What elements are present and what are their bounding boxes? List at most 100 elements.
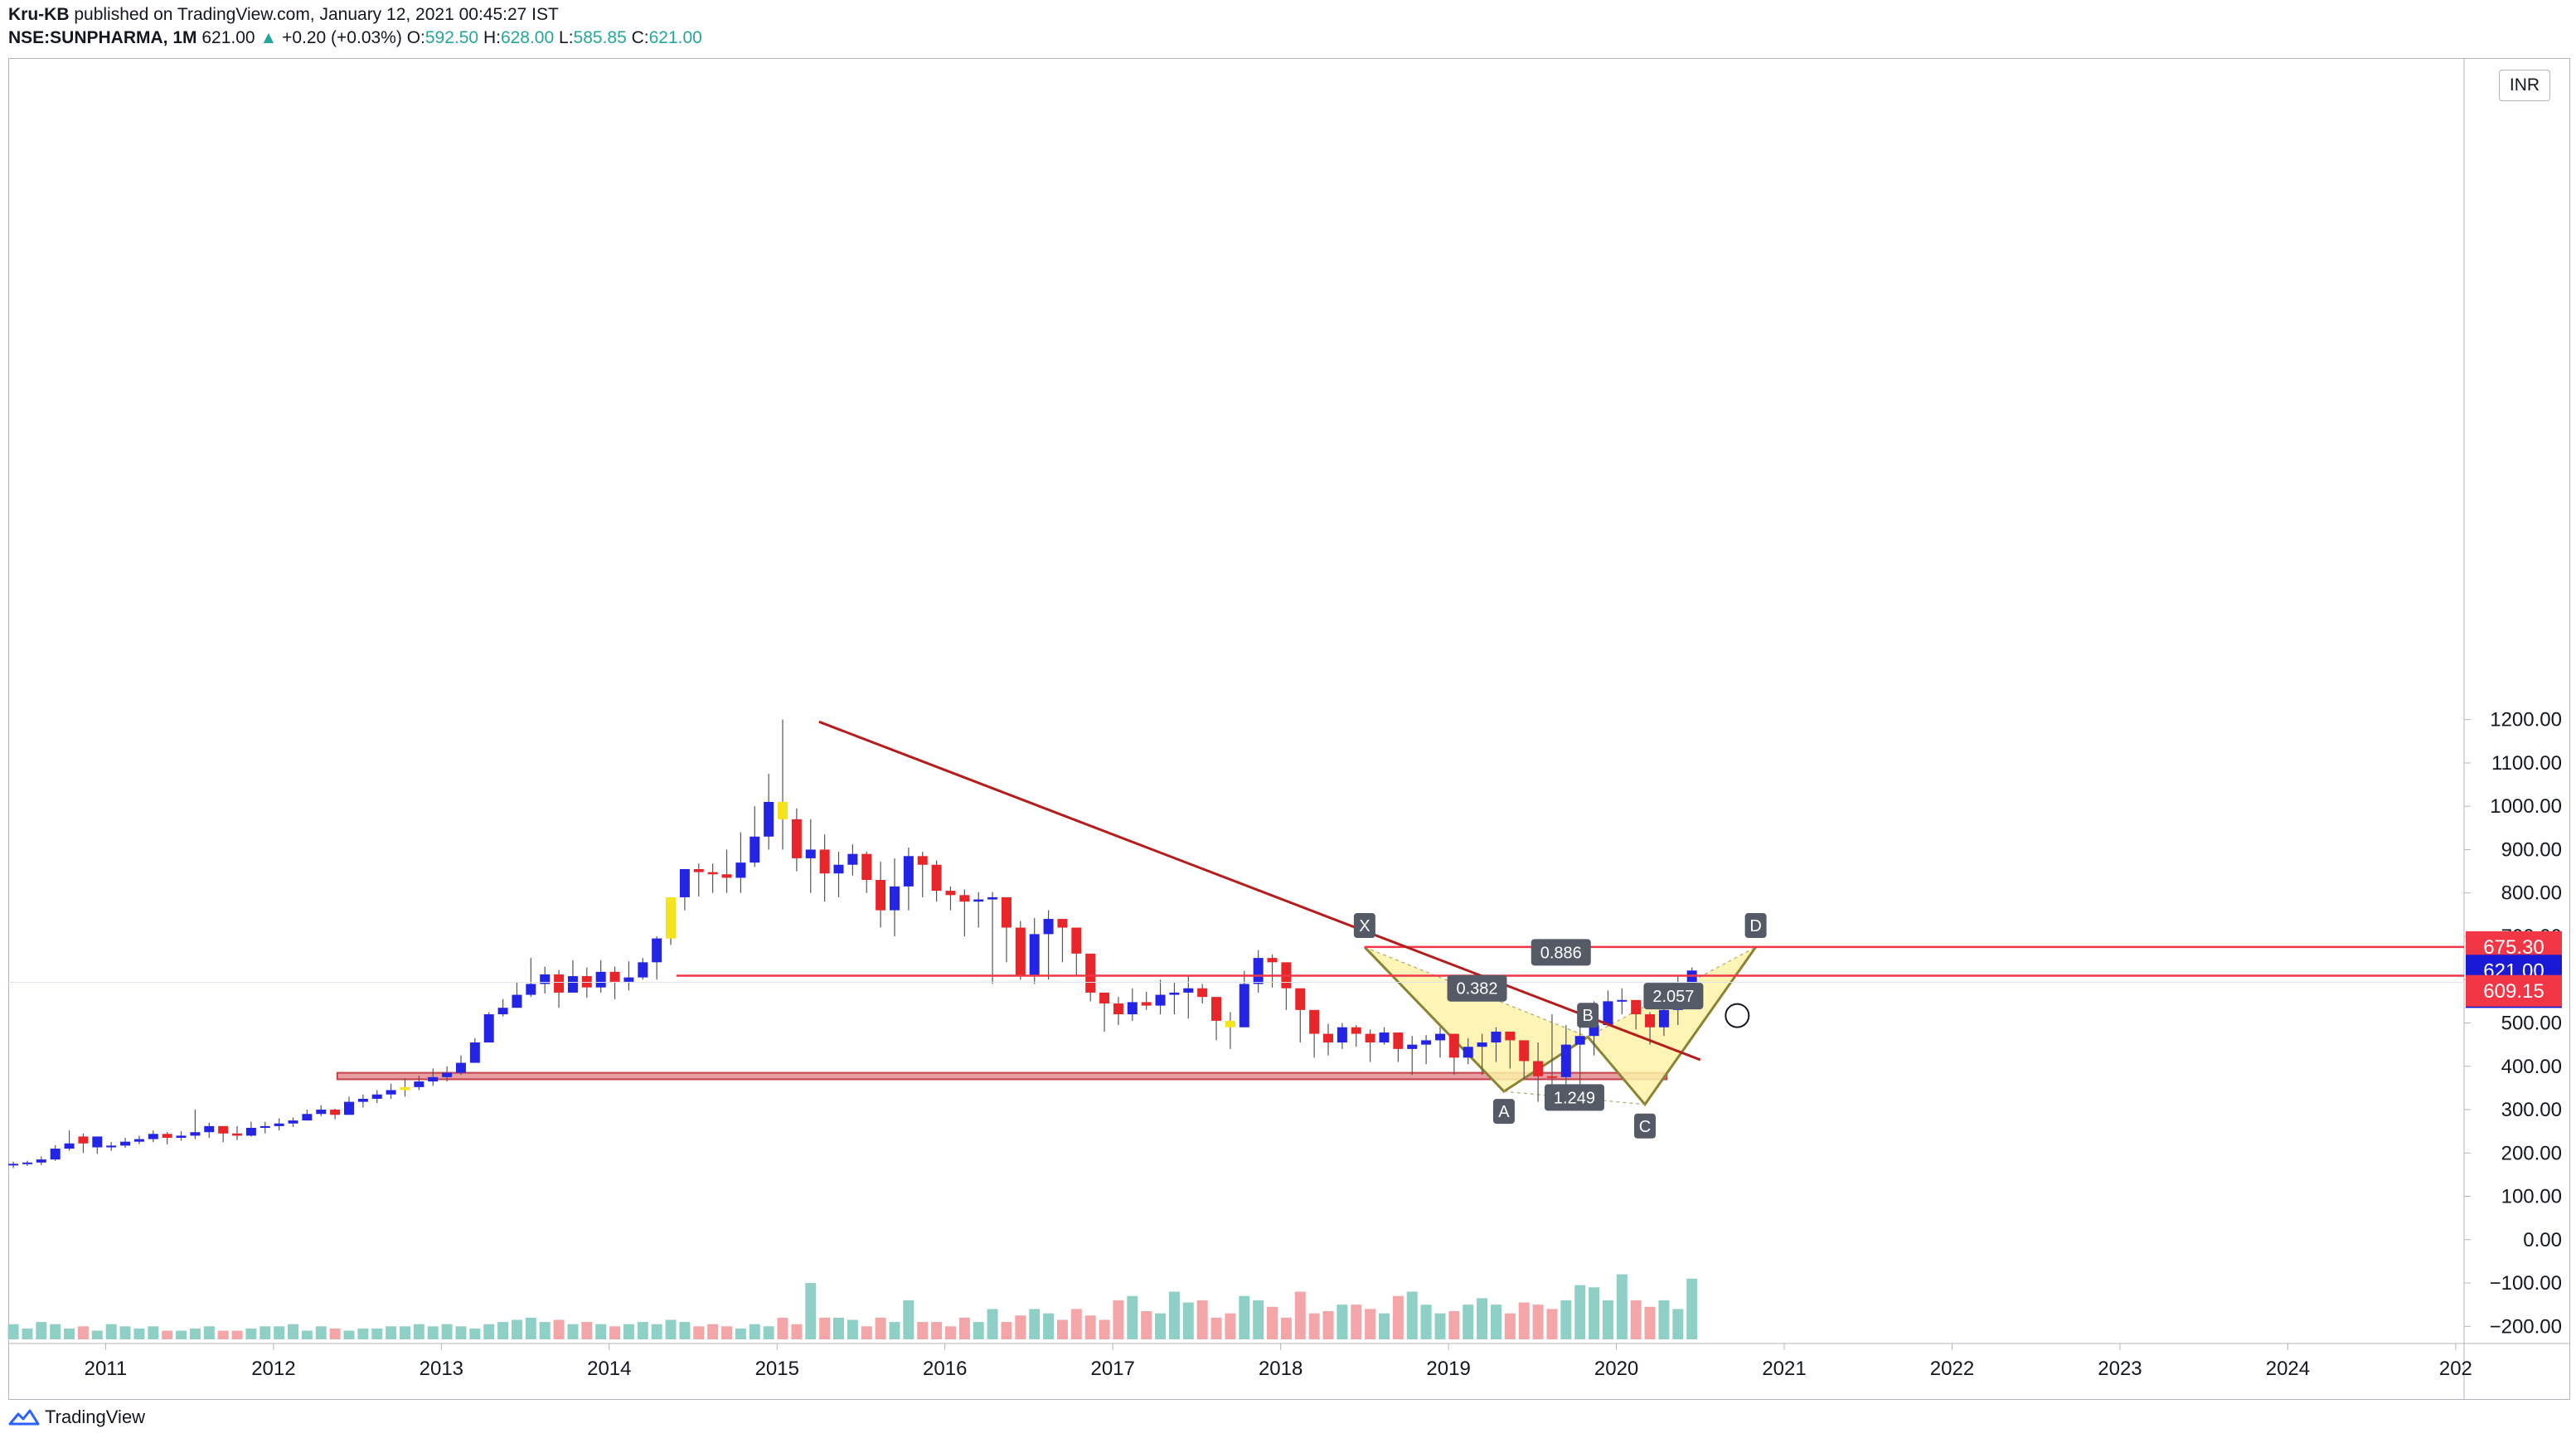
candle-body	[1085, 953, 1096, 993]
x-tick-label: 2020	[1594, 1358, 1638, 1380]
open-label: O:	[406, 28, 425, 47]
candle-body	[679, 868, 690, 897]
volume-bar	[7, 1324, 19, 1339]
volume-bar	[1420, 1305, 1432, 1339]
y-tick-label: 1200.00	[2490, 709, 2562, 731]
volume-bar	[861, 1326, 872, 1339]
volume-bar	[651, 1324, 662, 1339]
candle-body	[973, 899, 984, 902]
volume-bar	[763, 1326, 774, 1339]
candle-body	[469, 1042, 480, 1063]
volume-bar	[1267, 1306, 1278, 1339]
y-tick-label: 1000.00	[2490, 795, 2562, 818]
volume-bar	[1406, 1291, 1418, 1339]
volume-bar	[1337, 1305, 1348, 1339]
volume-bar	[1686, 1278, 1698, 1339]
candle-body	[428, 1076, 439, 1082]
time-axis[interactable]: 2011 2012 2013 2014 2015 2016 2017 2018 2019 2020…	[85, 1343, 2472, 1380]
candle-body	[1421, 1040, 1432, 1045]
candle-body	[959, 895, 970, 902]
candle-body	[540, 974, 551, 984]
drawing-lines	[8, 720, 2464, 1062]
volume-bar	[889, 1322, 900, 1339]
volume-bar	[245, 1328, 257, 1339]
candle-body	[78, 1136, 89, 1144]
volume-bar	[1477, 1298, 1488, 1339]
candle-body	[1407, 1044, 1418, 1049]
volume-bar	[1043, 1313, 1055, 1339]
pattern-point-label: X	[1359, 917, 1370, 935]
tradingview-brand[interactable]: TradingView	[8, 1407, 145, 1428]
high-value: 628.00	[500, 28, 555, 47]
candle-body	[1141, 1002, 1152, 1006]
ratio-box	[1643, 983, 1704, 1010]
candle-body	[1463, 1047, 1473, 1058]
volume-bar	[1113, 1300, 1124, 1339]
ratio-label: 1.249	[1554, 1089, 1595, 1107]
volume-bar	[91, 1330, 103, 1339]
candle-body	[1211, 997, 1222, 1021]
candle-body	[735, 862, 746, 878]
volume-bar	[162, 1330, 173, 1339]
candle-body	[1043, 919, 1054, 935]
candle-body	[1631, 999, 1642, 1015]
y-tick-label: 500.00	[2501, 1013, 2562, 1035]
volume-bar	[1490, 1305, 1501, 1339]
candle-body	[652, 938, 662, 963]
candle-body	[1491, 1031, 1501, 1043]
chart-frame[interactable]	[8, 58, 2570, 1400]
volume-bar	[847, 1319, 858, 1339]
volume-bar	[973, 1322, 984, 1339]
symbol-label[interactable]: NSE:SUNPHARMA, 1M	[8, 28, 197, 47]
volume-bar	[260, 1326, 271, 1339]
candle-body	[1015, 927, 1026, 976]
candle-body	[764, 801, 774, 837]
pattern-point-box	[1577, 1003, 1599, 1028]
volume-bar	[819, 1317, 831, 1339]
candle-body	[148, 1134, 158, 1139]
volume-bar	[637, 1322, 648, 1339]
volume-bar	[1084, 1315, 1096, 1339]
x-tick-label: 2017	[1090, 1358, 1134, 1380]
candle-body	[1057, 919, 1068, 928]
close-value: 621.00	[648, 28, 702, 47]
candle-body	[512, 994, 522, 1008]
x-tick-label: 2024	[2266, 1358, 2310, 1380]
candle-body	[1505, 1031, 1516, 1041]
volume-bar	[231, 1330, 243, 1339]
volume-bar	[371, 1328, 383, 1339]
volume-bar	[1379, 1313, 1390, 1339]
candle-body	[1239, 984, 1249, 1028]
volume-bar	[777, 1317, 788, 1339]
candle-body	[1519, 1040, 1530, 1062]
price-axis[interactable]: 1200.001100.001000.00900.00800.00700.006…	[2464, 709, 2562, 1339]
volume-bar	[1644, 1306, 1656, 1339]
volume-bar	[176, 1330, 187, 1339]
candle-body	[288, 1120, 298, 1124]
volume-bar	[805, 1283, 817, 1339]
volume-bar	[1155, 1313, 1167, 1339]
currency-badge[interactable]: INR	[2499, 70, 2550, 101]
low-value: 585.85	[573, 28, 627, 47]
volume-bar	[791, 1324, 803, 1339]
candle-body	[805, 849, 816, 858]
volume-bar	[1294, 1291, 1306, 1339]
candle-body	[442, 1072, 453, 1077]
volume-bar	[483, 1324, 495, 1339]
open-value: 592.50	[424, 28, 479, 47]
volume-bar	[1141, 1311, 1152, 1339]
volume-bar	[1560, 1300, 1572, 1339]
candle-body	[693, 868, 704, 872]
candle-body	[330, 1110, 341, 1115]
candle-body	[1127, 1002, 1138, 1015]
author-name[interactable]: Kru-KB	[8, 5, 70, 24]
volume-bar	[357, 1328, 369, 1339]
price-change: +0.20 (+0.03%)	[282, 28, 402, 47]
volume-bar	[301, 1330, 313, 1339]
volume-bar	[413, 1324, 424, 1339]
volume-bar	[1029, 1309, 1041, 1339]
volume-bar	[217, 1330, 229, 1339]
volume-bar	[1196, 1300, 1208, 1339]
candle-body	[847, 853, 858, 865]
